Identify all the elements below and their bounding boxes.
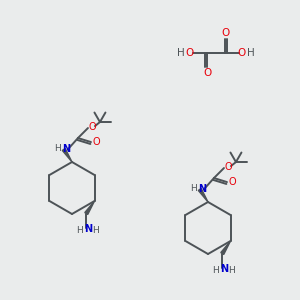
Text: O: O: [186, 48, 194, 58]
Text: O: O: [228, 177, 236, 187]
Text: N: N: [84, 224, 92, 233]
Text: O: O: [92, 137, 100, 147]
Polygon shape: [221, 241, 230, 254]
Text: H: H: [190, 184, 197, 193]
Polygon shape: [85, 201, 94, 214]
Polygon shape: [62, 148, 72, 162]
Text: N: N: [62, 145, 70, 154]
Text: O: O: [88, 122, 96, 132]
Text: H: H: [76, 226, 83, 235]
Text: H: H: [212, 266, 219, 275]
Text: N: N: [198, 184, 206, 194]
Text: H: H: [177, 48, 185, 58]
Text: H: H: [228, 266, 235, 275]
Text: H: H: [247, 48, 255, 58]
Text: O: O: [224, 162, 232, 172]
Text: O: O: [221, 28, 229, 38]
Text: O: O: [203, 68, 211, 78]
Text: H: H: [54, 144, 61, 153]
Polygon shape: [198, 188, 208, 202]
Text: O: O: [238, 48, 246, 58]
Text: H: H: [92, 226, 99, 235]
Text: N: N: [220, 263, 228, 274]
